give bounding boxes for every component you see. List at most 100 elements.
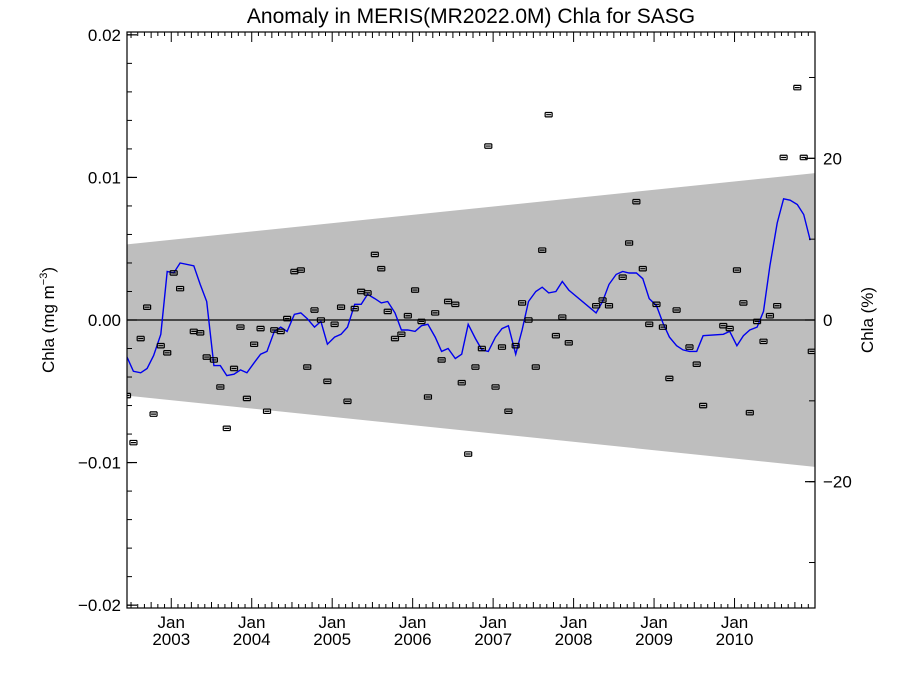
x-tick-label-month: Jan [721, 613, 748, 632]
data-point [632, 198, 641, 205]
data-point [303, 364, 312, 370]
data-point [504, 408, 513, 415]
data-point [403, 312, 412, 319]
data-point [477, 345, 486, 352]
x-tick-label-year: 2010 [716, 630, 754, 649]
data-point [163, 349, 172, 356]
data-point [799, 154, 808, 161]
y-tick-label: −0.01 [78, 454, 121, 473]
data-point [256, 325, 265, 332]
data-point [410, 287, 420, 293]
y-tick-label: 0.00 [88, 311, 121, 330]
plot-area: 0.020.010.00−0.01−0.02200−20Jan2003Jan20… [78, 26, 852, 649]
data-point [759, 338, 768, 345]
x-tick-label-month: Jan [238, 613, 265, 632]
data-point [471, 364, 480, 370]
data-point [699, 402, 708, 409]
data-point [276, 328, 285, 335]
data-point [625, 240, 634, 246]
data-point [592, 302, 601, 309]
data-point [544, 111, 553, 118]
x-tick-label-year: 2009 [635, 630, 673, 649]
data-point [363, 290, 372, 296]
data-point [323, 378, 332, 385]
data-point [725, 325, 734, 332]
data-point [491, 384, 500, 390]
x-tick-label-month: Jan [560, 613, 587, 632]
data-point [431, 310, 440, 316]
data-point [343, 398, 352, 405]
data-point [638, 265, 647, 272]
data-point [397, 331, 406, 338]
data-point [169, 270, 178, 276]
data-point [524, 317, 533, 323]
data-point [242, 395, 251, 402]
data-point [262, 408, 272, 415]
x-tick-label-month: Jan [318, 613, 345, 632]
data-point [377, 265, 386, 272]
data-point [196, 330, 205, 336]
y-tick-label: −0.02 [78, 596, 121, 615]
data-point [551, 332, 560, 339]
y-right-tick-label: 0 [823, 311, 832, 330]
data-point [564, 340, 573, 346]
data-point [765, 312, 775, 319]
data-point [732, 267, 742, 273]
x-tick-label-year: 2003 [152, 630, 190, 649]
data-point [296, 267, 305, 273]
data-point [370, 251, 379, 258]
data-point [745, 409, 754, 416]
y-right-tick-label: −20 [823, 473, 852, 492]
data-point [464, 451, 473, 457]
data-point [451, 301, 460, 308]
data-point [423, 394, 433, 400]
x-tick-label-year: 2008 [555, 630, 593, 649]
x-tick-label-month: Jan [399, 613, 426, 632]
y-axis-label-left-close: ) [39, 267, 58, 273]
data-point [807, 348, 815, 355]
data-point [497, 344, 507, 350]
data-point [598, 297, 607, 303]
data-point [531, 364, 540, 370]
data-point [517, 300, 527, 306]
data-point [336, 304, 346, 310]
data-point [222, 425, 231, 432]
data-point [457, 379, 466, 386]
data-point [417, 318, 426, 325]
data-point [779, 154, 788, 161]
x-tick-label-month: Jan [640, 613, 667, 632]
data-point [665, 375, 674, 382]
x-tick-label-year: 2004 [233, 630, 271, 649]
data-point [645, 321, 654, 328]
data-point [270, 327, 279, 333]
data-point [558, 314, 567, 320]
data-point [350, 305, 359, 312]
data-point [283, 315, 292, 322]
data-point [618, 274, 627, 281]
data-point [484, 143, 493, 149]
data-point [330, 321, 339, 328]
y-right-tick-label: 20 [823, 149, 842, 168]
data-point [149, 411, 158, 417]
x-tick-label-year: 2005 [313, 630, 351, 649]
data-point [719, 322, 728, 329]
data-point [156, 342, 165, 349]
y-axis-label-left: Chla (mg m−3) [38, 267, 58, 373]
data-point [604, 302, 614, 309]
series-line [127, 197, 811, 377]
data-point [692, 361, 701, 367]
data-point [739, 300, 748, 306]
y-axis-label-left-main: Chla (mg m [39, 285, 58, 373]
data-point [443, 298, 453, 305]
y-axis-label-right: Chla (%) [858, 287, 877, 353]
y-tick-label: 0.01 [88, 168, 121, 187]
x-tick-label-year: 2006 [394, 630, 432, 649]
data-point [793, 84, 802, 91]
data-point [129, 439, 138, 446]
y-tick-label: 0.02 [88, 26, 121, 45]
data-point [390, 335, 400, 342]
data-point [672, 307, 681, 313]
data-point [236, 324, 245, 330]
